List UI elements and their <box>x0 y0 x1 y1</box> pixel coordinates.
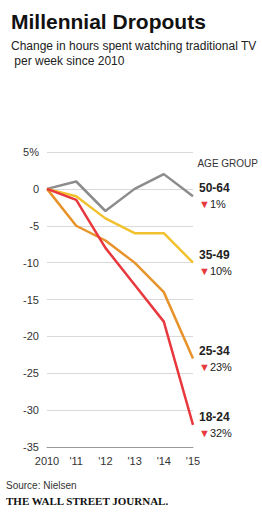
svg-text:50-64: 50-64 <box>199 181 230 195</box>
svg-text:Source: Nielsen: Source: Nielsen <box>6 480 77 491</box>
svg-text:Change in hours spent watching: Change in hours spent watching tradition… <box>11 39 256 53</box>
svg-text:AGE GROUP: AGE GROUP <box>197 158 258 169</box>
svg-text:'15: '15 <box>186 455 200 467</box>
svg-text:32%: 32% <box>210 427 232 439</box>
svg-text:-25: -25 <box>23 367 39 379</box>
svg-text:'11: '11 <box>69 455 83 467</box>
svg-text:▼: ▼ <box>199 361 210 373</box>
svg-text:'12: '12 <box>98 455 112 467</box>
svg-text:Millennial Dropouts: Millennial Dropouts <box>11 10 206 33</box>
svg-text:2010: 2010 <box>35 455 59 467</box>
svg-text:0: 0 <box>33 183 39 195</box>
svg-text:23%: 23% <box>210 361 232 373</box>
svg-text:per week since 2010: per week since 2010 <box>11 54 125 68</box>
svg-text:▼: ▼ <box>199 198 210 210</box>
svg-text:'13: '13 <box>127 455 141 467</box>
svg-text:-10: -10 <box>23 257 39 269</box>
svg-text:'14: '14 <box>157 455 171 467</box>
svg-text:-35: -35 <box>23 441 39 453</box>
svg-text:▼: ▼ <box>199 265 210 277</box>
svg-text:18-24: 18-24 <box>199 410 230 424</box>
svg-text:-15: -15 <box>23 294 39 306</box>
svg-text:5%: 5% <box>23 146 39 158</box>
svg-text:35-49: 35-49 <box>199 248 230 262</box>
svg-text:THE WALL STREET JOURNAL.: THE WALL STREET JOURNAL. <box>6 495 168 507</box>
svg-text:25-34: 25-34 <box>199 344 230 358</box>
svg-text:▼: ▼ <box>199 427 210 439</box>
svg-text:10%: 10% <box>210 265 232 277</box>
svg-text:-30: -30 <box>23 404 39 416</box>
svg-text:-5: -5 <box>29 220 39 232</box>
svg-text:1%: 1% <box>210 198 226 210</box>
svg-text:-20: -20 <box>23 330 39 342</box>
